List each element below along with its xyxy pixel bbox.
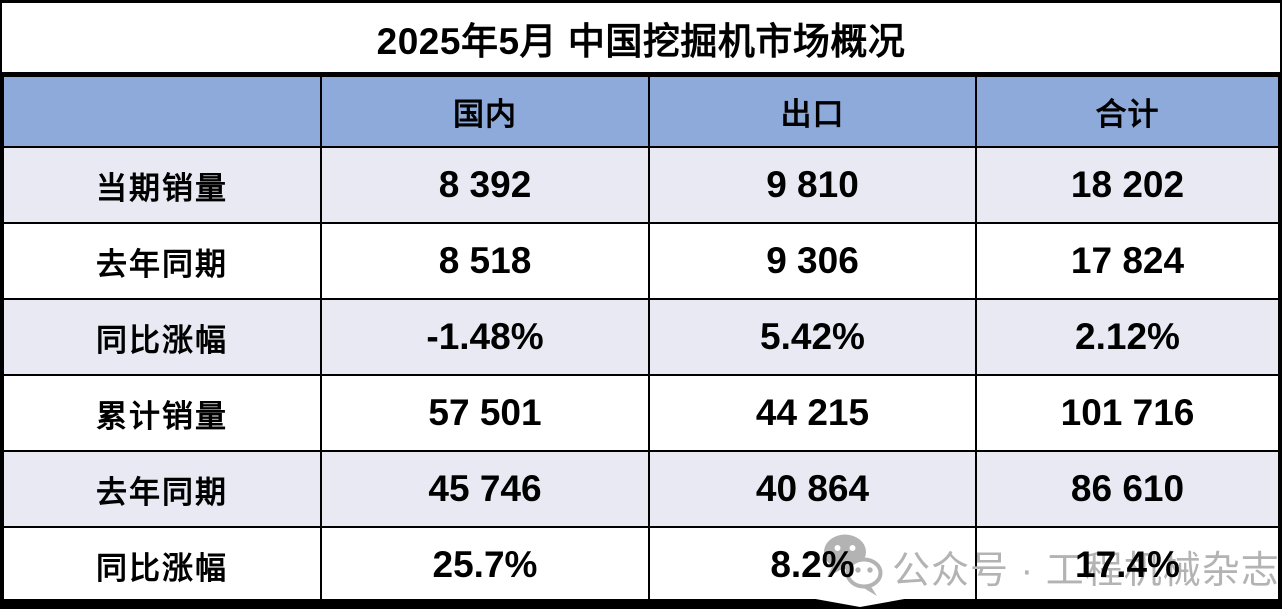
value-cell: 9 810 xyxy=(648,146,977,224)
bubble-tail-notch xyxy=(810,598,910,607)
col-header-export: 出口 xyxy=(648,75,977,148)
value-cell: -1.48% xyxy=(320,298,650,376)
col-header-domestic: 国内 xyxy=(320,75,650,148)
table-row: 同比涨幅 -1.48% 5.42% 2.12% xyxy=(2,298,1280,376)
value-cell: 17.4% xyxy=(975,526,1280,604)
table-bottom-border xyxy=(2,599,1280,607)
row-label: 去年同期 xyxy=(2,450,322,528)
table-row: 累计销量 57 501 44 215 101 716 xyxy=(2,374,1280,452)
col-header-total: 合计 xyxy=(975,75,1280,148)
row-label: 当期销量 xyxy=(2,146,322,224)
table-row: 去年同期 8 518 9 306 17 824 xyxy=(2,222,1280,300)
table-row: 同比涨幅 25.7% 8.2% 17.4% xyxy=(2,526,1280,604)
value-cell: 9 306 xyxy=(648,222,977,300)
row-label: 同比涨幅 xyxy=(2,298,322,376)
value-cell: 45 746 xyxy=(320,450,650,528)
row-label: 同比涨幅 xyxy=(2,526,322,604)
value-cell: 25.7% xyxy=(320,526,650,604)
row-label: 去年同期 xyxy=(2,222,322,300)
value-cell: 8 392 xyxy=(320,146,650,224)
row-label: 累计销量 xyxy=(2,374,322,452)
table-row: 当期销量 8 392 9 810 18 202 xyxy=(2,146,1280,224)
table-row: 去年同期 45 746 40 864 86 610 xyxy=(2,450,1280,528)
value-cell: 44 215 xyxy=(648,374,977,452)
value-cell: 86 610 xyxy=(975,450,1280,528)
value-cell: 8 518 xyxy=(320,222,650,300)
value-cell: 57 501 xyxy=(320,374,650,452)
table-title: 2025年5月 中国挖掘机市场概况 xyxy=(2,3,1280,75)
value-cell: 101 716 xyxy=(975,374,1280,452)
col-header-empty xyxy=(2,75,322,148)
value-cell: 18 202 xyxy=(975,146,1280,224)
value-cell: 2.12% xyxy=(975,298,1280,376)
value-cell: 5.42% xyxy=(648,298,977,376)
value-cell: 8.2% xyxy=(648,526,977,604)
value-cell: 17 824 xyxy=(975,222,1280,300)
header-row: 国内 出口 合计 xyxy=(2,75,1280,148)
market-table: 国内 出口 合计 当期销量 8 392 9 810 18 202 去年同期 8 … xyxy=(2,75,1280,604)
value-cell: 40 864 xyxy=(648,450,977,528)
